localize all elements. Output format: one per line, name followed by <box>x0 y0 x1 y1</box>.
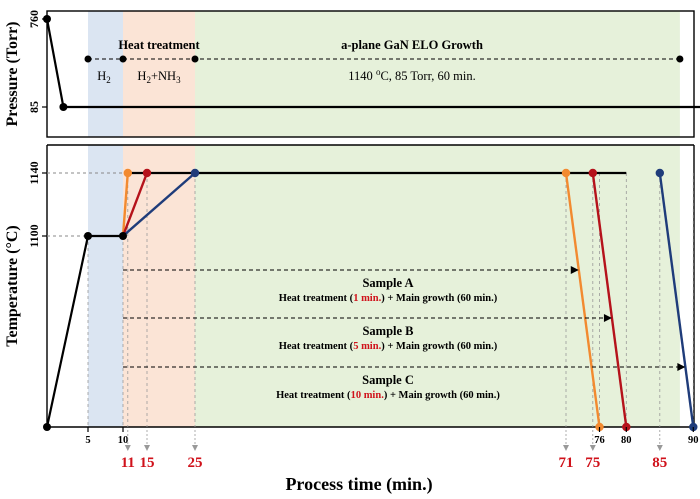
series-0-point-1 <box>123 168 132 178</box>
pressure-panel-frame <box>46 10 695 138</box>
temperature-point-1 <box>84 232 92 240</box>
phase-marker-1 <box>119 55 127 63</box>
phase-marker-3 <box>676 55 684 63</box>
xhl-arrow-11 <box>124 445 131 451</box>
xtick-label-90: 90 <box>688 435 699 446</box>
region-pressure-0 <box>88 11 123 137</box>
sample-arrowhead-1 <box>603 314 612 322</box>
series-1-ramp-up <box>121 172 149 237</box>
temperature-point-0 <box>43 423 51 431</box>
xhl-label-15: 15 <box>140 455 155 471</box>
xhl-label-11: 11 <box>121 455 135 471</box>
pressure-ytick-label-760: 760 <box>27 10 41 28</box>
h2-nh3-label: H2+NH3 <box>137 69 181 85</box>
series-2-ramp-up <box>122 172 196 237</box>
region-pressure-1 <box>123 11 195 137</box>
h2-label: H2 <box>97 69 111 85</box>
region-pressure-2 <box>195 11 680 137</box>
sample-desc-2: Heat treatment (10 min.) + Main growth (… <box>276 390 500 401</box>
sample-desc-0: Heat treatment (1 min.) + Main growth (6… <box>279 293 498 304</box>
growth-conditions-label: 1140 oC, 85 Torr, 60 min. <box>348 67 475 83</box>
xtick-label-10: 10 <box>118 435 129 446</box>
pressure-point-1 <box>59 103 68 111</box>
sample-arrowhead-0 <box>570 266 579 274</box>
pressure-profile-line <box>45 18 700 109</box>
series-0-ramp-down <box>564 172 601 428</box>
region-temperature-0 <box>88 145 123 427</box>
series-2-point-2 <box>655 168 664 178</box>
xhl-arrow-85 <box>656 445 663 451</box>
xtick-label-80: 80 <box>621 435 632 446</box>
series-1-ramp-down <box>591 172 628 428</box>
phase-marker-2 <box>191 55 199 63</box>
xhl-label-85: 85 <box>652 455 667 471</box>
phase-marker-0 <box>84 55 92 63</box>
xhl-arrow-71 <box>563 445 569 451</box>
temperature-ytick-label-1100: 1100 <box>27 224 41 247</box>
xhl-label-75: 75 <box>585 455 600 471</box>
xhl-arrow-75 <box>589 445 596 451</box>
xhl-arrow-15 <box>144 445 150 451</box>
series-1-point-1 <box>142 168 152 178</box>
sample-name-1: Sample B <box>362 324 413 338</box>
temperature-ytick-label-1140: 1140 <box>27 161 41 184</box>
sample-arrowhead-2 <box>677 363 686 371</box>
sample-name-2: Sample C <box>362 373 414 387</box>
xhl-label-71: 71 <box>559 455 574 471</box>
series-2-ramp-down <box>658 172 695 428</box>
temperature-point-2 <box>119 232 127 240</box>
series-2-point-1 <box>190 168 200 178</box>
xtick-label-5: 5 <box>85 435 90 446</box>
temperature-y-label: Temperature (°C) <box>4 225 21 346</box>
xtick-label-76: 76 <box>594 435 605 446</box>
region-temperature-2 <box>195 145 680 427</box>
sample-name-0: Sample A <box>362 276 413 290</box>
series-1-point-2 <box>588 168 597 178</box>
series-0-ramp-up <box>121 172 129 237</box>
pressure-ytick-label-85: 85 <box>27 101 41 113</box>
xhl-label-25: 25 <box>188 455 203 471</box>
sample-desc-1: Heat treatment (5 min.) + Main growth (6… <box>279 341 498 352</box>
pressure-y-label: Pressure (Torr) <box>4 21 21 126</box>
heat-treatment-label: Heat treatment <box>118 38 200 52</box>
x-axis-label: Process time (min.) <box>285 474 432 495</box>
xhl-arrow-25 <box>192 445 198 451</box>
series-0-point-2 <box>561 168 571 178</box>
region-temperature-1 <box>123 145 195 427</box>
growth-label: a-plane GaN ELO Growth <box>341 38 483 52</box>
